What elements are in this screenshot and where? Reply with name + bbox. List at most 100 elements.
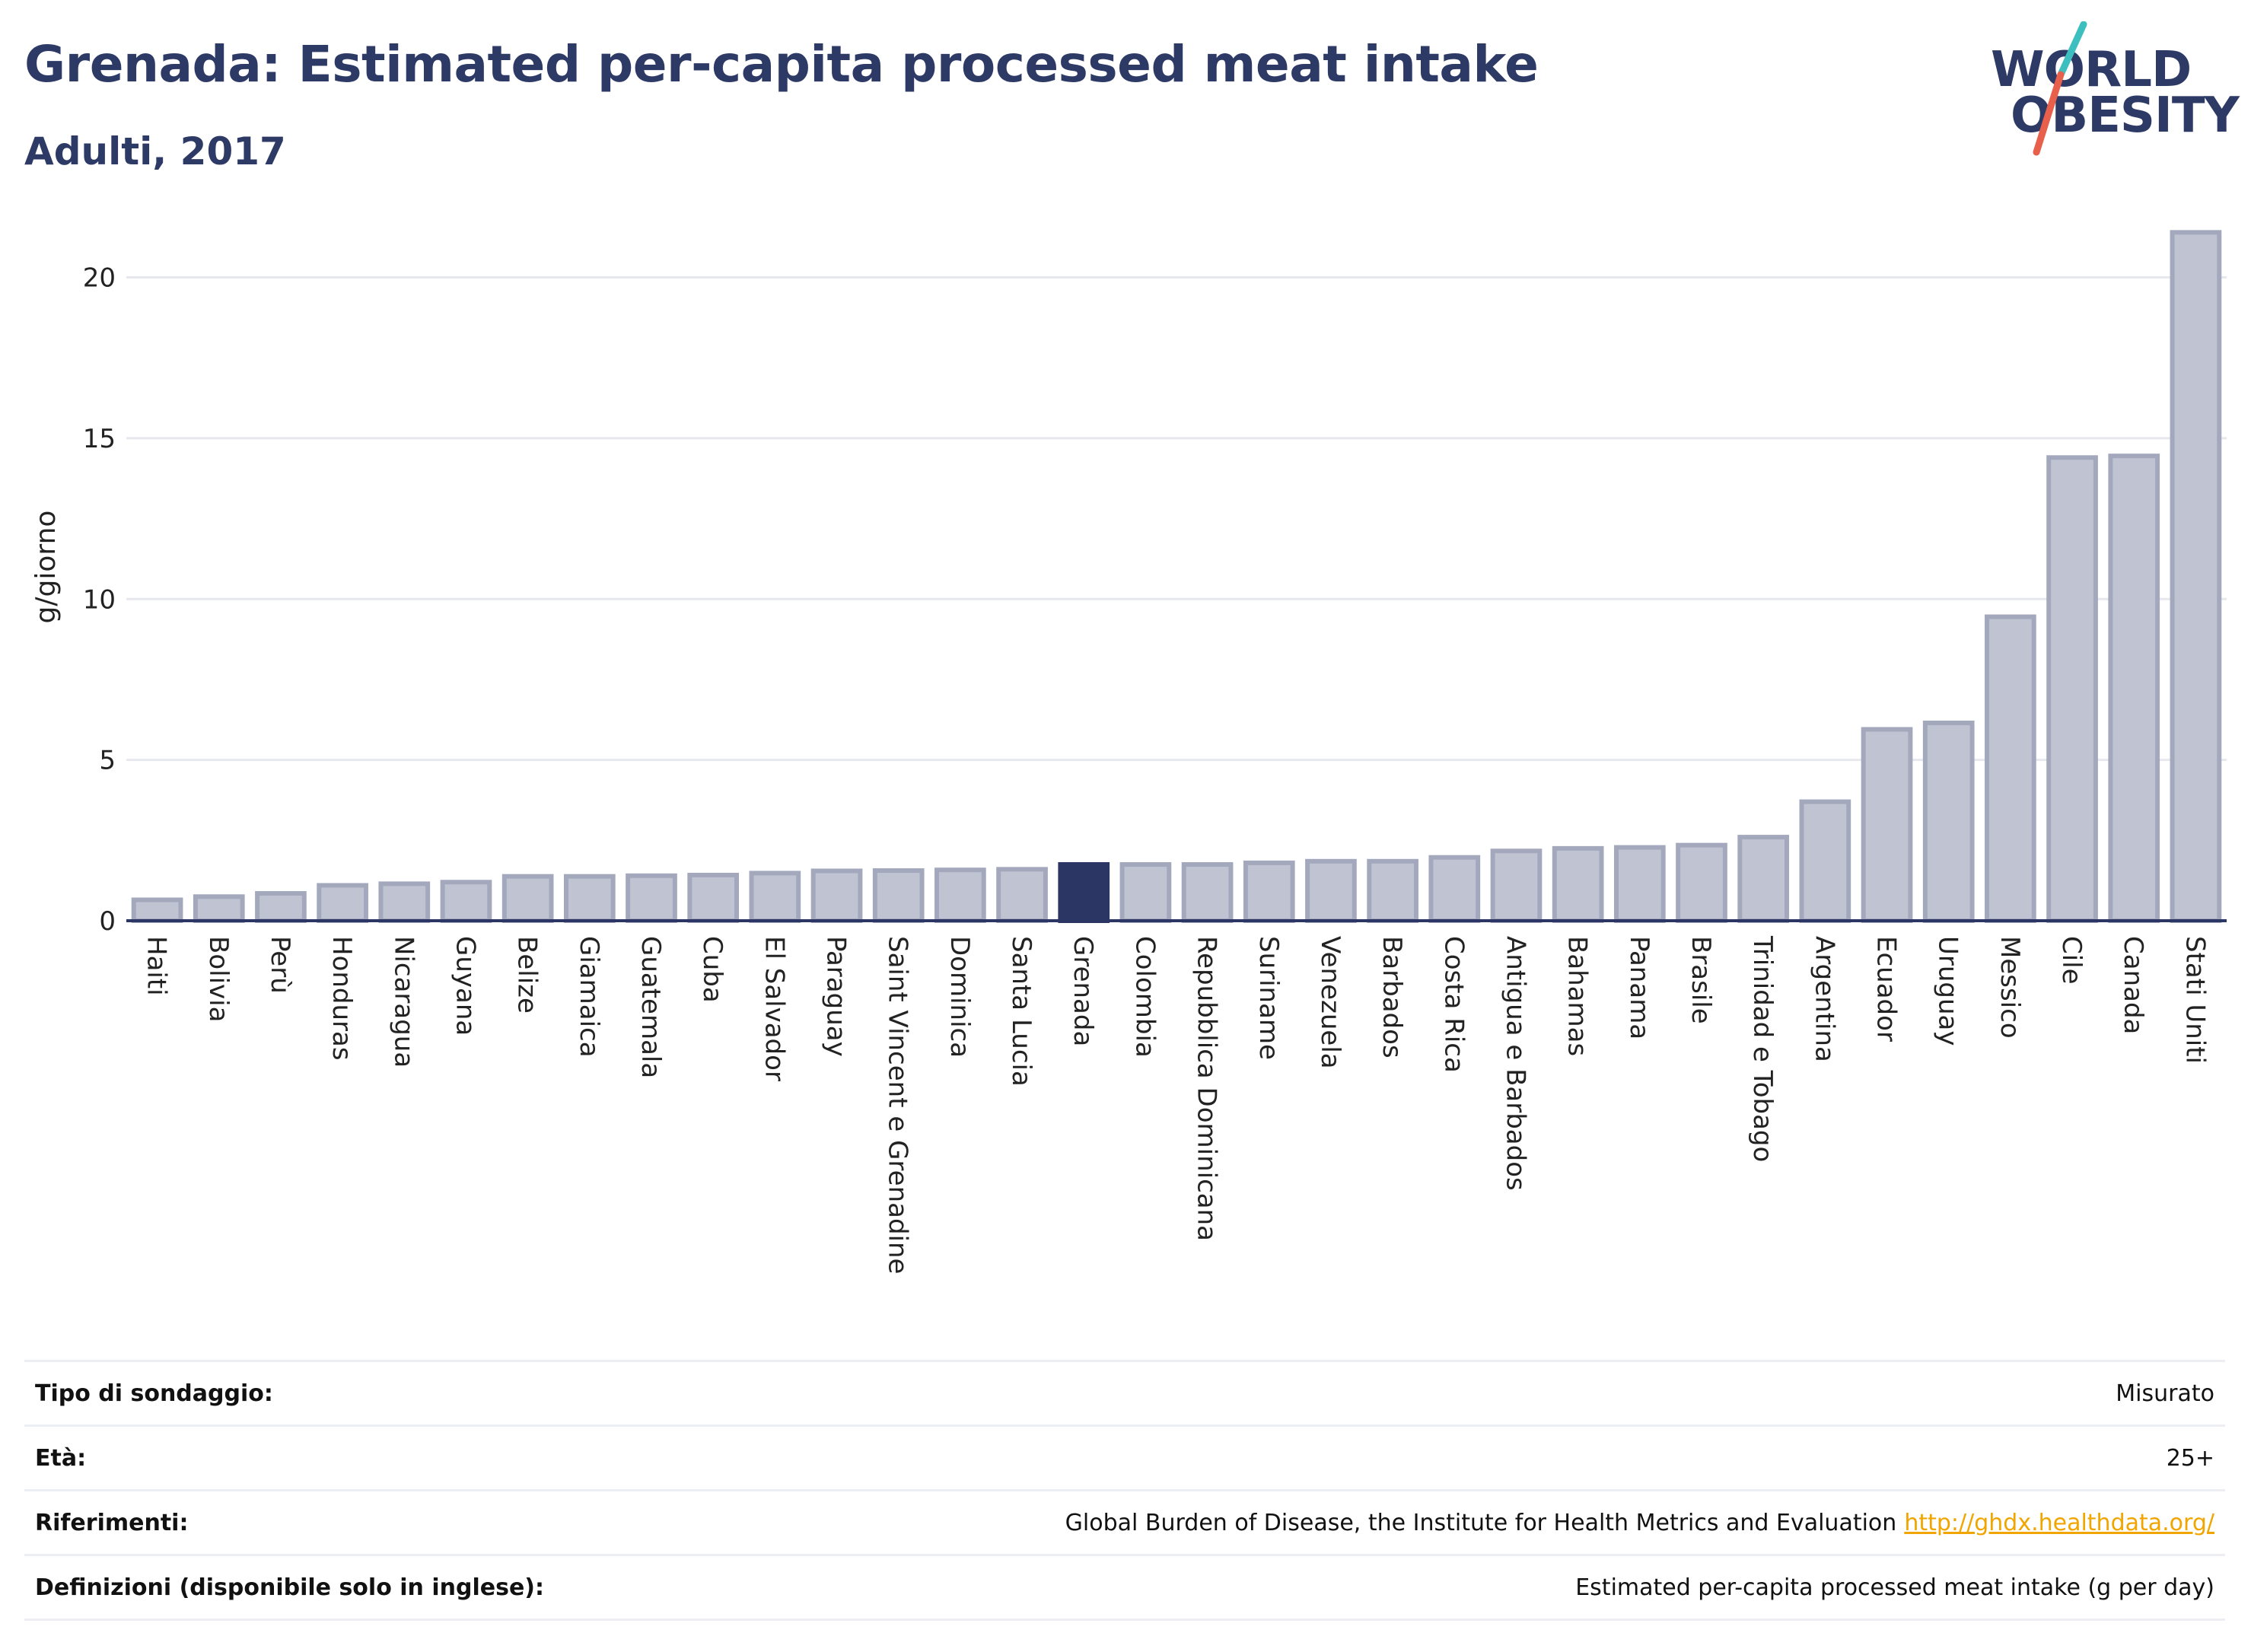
x-tick-label: Santa Lucia bbox=[1006, 936, 1036, 1087]
x-tick-label: Panama bbox=[1624, 936, 1654, 1039]
bar-el-salvador[interactable] bbox=[749, 871, 801, 923]
x-tick-label: Cile bbox=[2056, 936, 2087, 985]
x-tick-label: Bolivia bbox=[203, 936, 234, 1022]
reference-link[interactable]: http://ghdx.healthdata.org/ bbox=[1904, 1509, 2214, 1536]
logo-slash-bottom bbox=[2033, 71, 2065, 156]
info-value: Global Burden of Disease, the Institute … bbox=[1065, 1510, 2225, 1536]
bars bbox=[131, 230, 2222, 924]
x-tick-label: Saint Vincent e Grenadine bbox=[883, 936, 913, 1274]
bar-barbados[interactable] bbox=[1367, 858, 1418, 924]
x-tick-label: Grenada bbox=[1068, 936, 1098, 1046]
bar-grenada[interactable] bbox=[1058, 862, 1110, 923]
x-tick-label: Belize bbox=[512, 936, 543, 1014]
bar-saint-vincent-e-grenadine[interactable] bbox=[872, 868, 925, 924]
x-tick-label: Giamaica bbox=[574, 936, 604, 1058]
logo-text-line1: WORLD bbox=[1991, 42, 2192, 98]
bar-uruguay[interactable] bbox=[1922, 721, 1975, 923]
info-label: Definizioni (disponibile solo in inglese… bbox=[35, 1574, 544, 1601]
x-tick-label: Haiti bbox=[142, 936, 172, 996]
info-label: Tipo di sondaggio: bbox=[35, 1380, 273, 1407]
x-tick-label: El Salvador bbox=[759, 936, 789, 1081]
x-tick-label: Guatemala bbox=[635, 936, 666, 1078]
x-tick-label: Canada bbox=[2118, 936, 2148, 1034]
bar-panama[interactable] bbox=[1613, 845, 1666, 923]
x-tick-label: Paraguay bbox=[821, 936, 852, 1057]
x-tick-label: Brasile bbox=[1686, 936, 1716, 1024]
logo-slash-top bbox=[2057, 21, 2087, 78]
info-value: Estimated per-capita processed meat inta… bbox=[1575, 1574, 2225, 1601]
bar-stati-uniti[interactable] bbox=[2170, 230, 2222, 923]
x-tick-label: Costa Rica bbox=[1438, 936, 1469, 1073]
x-tick-label: Bahamas bbox=[1562, 936, 1593, 1056]
bar-giamaica[interactable] bbox=[563, 874, 616, 923]
x-tick-label: Barbados bbox=[1377, 936, 1407, 1058]
info-label: Età: bbox=[35, 1444, 87, 1472]
info-value: Misurato bbox=[2116, 1380, 2225, 1407]
chart-subtitle: Adulti, 2017 bbox=[24, 129, 286, 173]
bar-cuba[interactable] bbox=[687, 872, 740, 923]
info-row: Età: 25+ bbox=[24, 1424, 2225, 1489]
bar-bolivia[interactable] bbox=[193, 894, 245, 924]
x-tick-label: Suriname bbox=[1253, 936, 1284, 1060]
bar-argentina[interactable] bbox=[1799, 799, 1851, 923]
y-tick-label: 10 bbox=[83, 584, 116, 615]
x-tick-label: Ecuador bbox=[1871, 936, 1902, 1042]
info-value: 25+ bbox=[2167, 1445, 2225, 1472]
y-axis-ticks: 0 5 10 15 20 bbox=[83, 263, 116, 937]
info-label: Riferimenti: bbox=[35, 1509, 189, 1536]
bar-chart: 0 5 10 15 20 Haiti Bolivia Perù Honduras Nicarag… bbox=[30, 230, 2227, 1274]
bar-trinidad-e-tobago[interactable] bbox=[1737, 835, 1790, 923]
bar-costa-rica[interactable] bbox=[1428, 855, 1481, 923]
bar-colombia[interactable] bbox=[1119, 862, 1172, 923]
info-value-text: 25+ bbox=[2166, 1444, 2214, 1472]
bar-dominica[interactable] bbox=[934, 867, 986, 924]
info-row: Definizioni (disponibile solo in inglese… bbox=[24, 1554, 2225, 1621]
bar-per-[interactable] bbox=[255, 891, 307, 923]
x-tick-label: Nicaragua bbox=[388, 936, 419, 1068]
bar-bahamas[interactable] bbox=[1552, 845, 1604, 923]
x-tick-label: Argentina bbox=[1809, 936, 1839, 1062]
info-row: Riferimenti: Global Burden of Disease, th… bbox=[24, 1489, 2225, 1554]
bar-messico[interactable] bbox=[1985, 614, 2036, 923]
bar-honduras[interactable] bbox=[317, 883, 368, 923]
bar-repubblica-dominicana[interactable] bbox=[1181, 862, 1234, 923]
bar-ecuador[interactable] bbox=[1861, 727, 1913, 924]
bar-cile[interactable] bbox=[2046, 455, 2098, 924]
bar-haiti[interactable] bbox=[131, 897, 183, 923]
x-tick-label: Trinidad e Tobago bbox=[1747, 935, 1778, 1162]
x-tick-label: Honduras bbox=[326, 936, 357, 1061]
x-tick-label: Perù bbox=[265, 936, 295, 994]
bar-guyana[interactable] bbox=[440, 880, 492, 923]
x-tick-label: Messico bbox=[1995, 936, 2025, 1039]
bar-nicaragua[interactable] bbox=[378, 881, 431, 923]
x-axis-labels: Haiti Bolivia Perù Honduras Nicaragua Guyana B… bbox=[142, 935, 2211, 1274]
bar-antigua-e-barbados[interactable] bbox=[1490, 848, 1543, 924]
x-tick-label: Cuba bbox=[697, 936, 728, 1003]
bar-santa-lucia[interactable] bbox=[996, 867, 1048, 924]
x-tick-label: Antigua e Barbados bbox=[1500, 936, 1530, 1191]
bar-canada[interactable] bbox=[2108, 454, 2160, 923]
world-obesity-logo: WORLD OBESITY bbox=[1979, 21, 2240, 158]
x-tick-label: Stati Uniti bbox=[2179, 936, 2210, 1064]
info-row: Tipo di sondaggio: Misurato bbox=[24, 1360, 2225, 1424]
x-tick-label: Uruguay bbox=[1933, 936, 1963, 1046]
x-tick-label: Repubblica Dominicana bbox=[1192, 936, 1222, 1241]
x-tick-label: Dominica bbox=[944, 936, 975, 1058]
y-tick-label: 0 bbox=[99, 906, 116, 937]
info-value-text: Misurato bbox=[2116, 1380, 2214, 1407]
bar-belize[interactable] bbox=[501, 874, 554, 923]
info-value-text: Estimated per-capita processed meat inta… bbox=[1575, 1574, 2214, 1601]
y-tick-label: 15 bbox=[83, 424, 116, 454]
bar-venezuela[interactable] bbox=[1305, 858, 1357, 924]
bar-brasile[interactable] bbox=[1676, 842, 1727, 924]
bar-suriname[interactable] bbox=[1243, 860, 1295, 924]
x-tick-label: Colombia bbox=[1129, 936, 1160, 1058]
chart-title: Grenada: Estimated per-capita processed … bbox=[24, 35, 1539, 94]
logo-slash-icon bbox=[2033, 21, 2087, 156]
grid-lines bbox=[126, 276, 2227, 762]
bar-paraguay[interactable] bbox=[810, 868, 863, 924]
y-axis-label: g/giorno bbox=[30, 511, 62, 624]
x-tick-label: Venezuela bbox=[1315, 936, 1345, 1069]
y-tick-label: 5 bbox=[99, 746, 116, 776]
bar-guatemala[interactable] bbox=[626, 873, 677, 923]
